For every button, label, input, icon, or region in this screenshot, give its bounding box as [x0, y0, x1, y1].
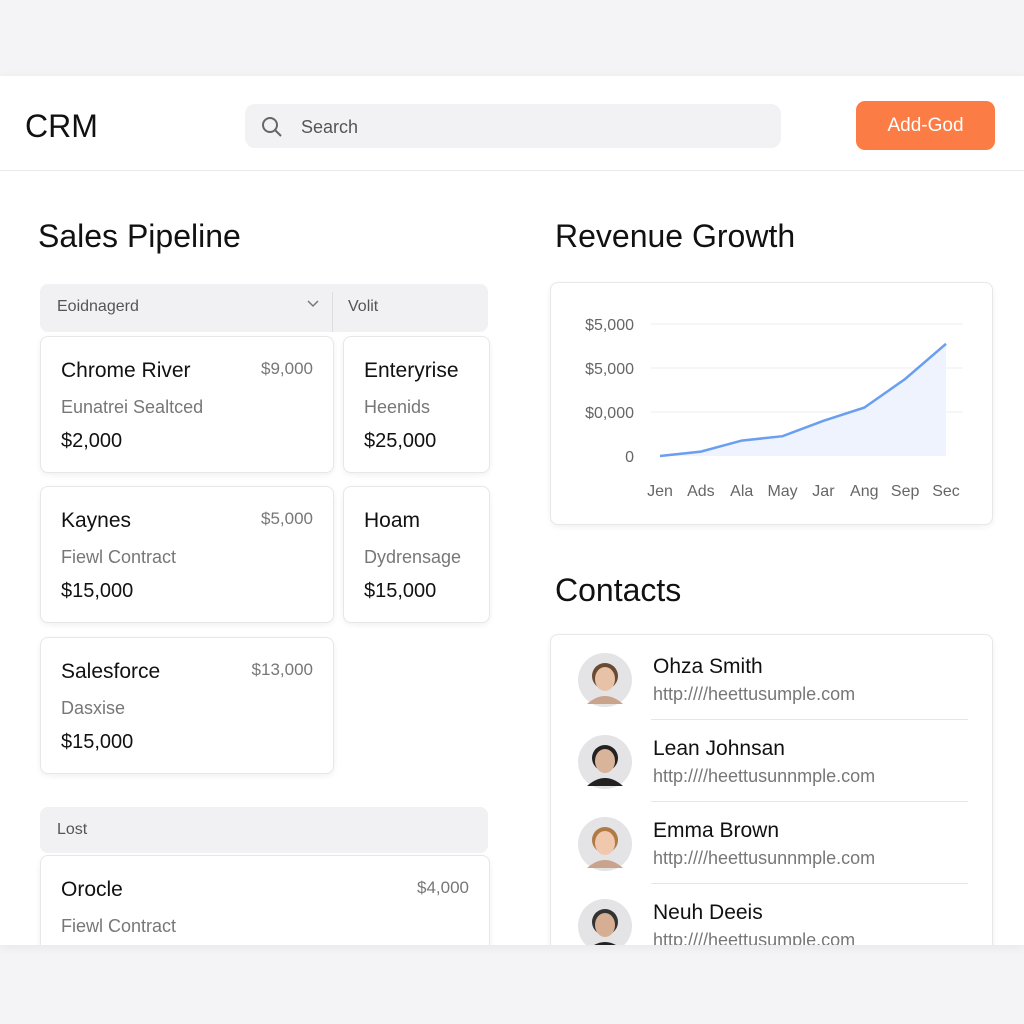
deal-type: Dasxise [61, 698, 126, 718]
deal-type: Fiewl Contract [61, 916, 177, 936]
deal-type: Dydrensage [364, 547, 462, 567]
contact-row[interactable]: Emma Brown http:////heettusunnmple.com [551, 816, 992, 898]
contact-url: http:////heettusunnmple.com [653, 848, 876, 868]
search-icon [262, 117, 282, 137]
section-title: Sales Pipeline [38, 218, 241, 254]
x-tick-label: Jar [812, 483, 835, 500]
divider [332, 292, 333, 332]
x-tick-label: Ads [687, 483, 715, 500]
header-divider [0, 170, 1024, 171]
avatar [578, 735, 632, 789]
x-tick-label: Sec [932, 483, 960, 500]
contacts-card: Ohza Smith http:////heettusumple.com Lean … [550, 634, 993, 945]
pipeline-header: Eoidnagerd Volit [40, 284, 488, 332]
contact-url: http:////heettusunnmple.com [653, 766, 876, 786]
y-tick-label: $5,000 [585, 361, 634, 378]
avatar [578, 653, 632, 707]
y-tick-label: $5,000 [585, 317, 634, 334]
y-tick-label: 0 [625, 449, 634, 466]
app: CRM Search Add-God Sales Pipeline Eoidna… [0, 76, 1024, 945]
deal-name: Hoam [364, 509, 421, 532]
section-title: Revenue Growth [555, 218, 796, 254]
line [659, 342, 947, 458]
deal-amount: $13,000 [251, 660, 313, 679]
divider [651, 719, 968, 720]
deal-amount: $5,000 [261, 509, 313, 528]
column-label: Volit [348, 298, 379, 315]
x-tick-label: Ala [730, 483, 753, 500]
lost-label: Lost [57, 821, 88, 838]
deal-card[interactable]: Salesforce $13,000 Dasxise $15,000 [40, 637, 334, 774]
chart: 0 $0,000 $5,000 $5,000 Jen Ads Ala May Jar Ang Sep… [585, 317, 963, 500]
search-placeholder: Search [301, 117, 359, 137]
deal-amount: $4,000 [417, 878, 469, 897]
divider [651, 883, 968, 884]
section-title: Contacts [555, 572, 682, 608]
contact-url: http:////heettusumple.com [653, 930, 856, 945]
deal-card[interactable]: Chrome River $9,000 Eunatrei Sealtced $2,00… [40, 336, 334, 473]
x-tick-label: Sep [891, 483, 920, 500]
filter-label[interactable]: Eoidnagerd [57, 298, 139, 315]
chevron [307, 300, 319, 308]
deal-card[interactable]: Orocle $4,000 Fiewl Contract [40, 855, 490, 945]
contact-name: Emma Brown [653, 819, 780, 842]
contact-row[interactable]: Ohza Smith http:////heettusumple.com [551, 652, 992, 734]
search-bar[interactable]: Search [245, 104, 781, 148]
avatar [578, 817, 632, 871]
contact-name: Neuh Deeis [653, 901, 763, 924]
deal-name: Orocle [61, 878, 123, 901]
deal-value: $15,000 [61, 580, 134, 602]
deal-name: Salesforce [61, 660, 161, 683]
area [660, 343, 946, 456]
deal-type: Eunatrei Sealtced [61, 397, 204, 417]
deal-card[interactable]: Kaynes $5,000 Fiewl Contract $15,000 [40, 486, 334, 623]
contact-name: Lean Johnsan [653, 737, 785, 760]
deal-value: $2,000 [61, 430, 123, 452]
app-title: CRM [25, 108, 98, 144]
add-button[interactable]: Add-God [856, 101, 995, 150]
deal-card[interactable]: Enteryrise Heenids $25,000 [343, 336, 490, 473]
deal-name: Enteryrise [364, 359, 459, 382]
deal-card[interactable]: Hoam Dydrensage $15,000 [343, 486, 490, 623]
x-tick-label: Ang [850, 483, 878, 500]
deal-value: $15,000 [61, 731, 134, 753]
chart-card: 0 $0,000 $5,000 $5,000 Jen Ads Ala May Jar Ang Sep… [550, 282, 993, 525]
x-tick-label: May [767, 483, 797, 500]
deal-type: Heenids [364, 397, 431, 417]
contact-row[interactable]: Lean Johnsan http:////heettusunnmple.com [551, 734, 992, 816]
x-tick-label: Jen [647, 483, 673, 500]
contact-name: Ohza Smith [653, 655, 763, 678]
deal-type: Fiewl Contract [61, 547, 177, 567]
deal-value: $25,000 [364, 430, 437, 452]
deal-name: Kaynes [61, 509, 132, 532]
avatar [578, 899, 632, 945]
contact-url: http:////heettusumple.com [653, 684, 856, 704]
deal-amount: $9,000 [261, 359, 313, 378]
lost-header: Lost [40, 807, 488, 853]
deal-value: $15,000 [364, 580, 437, 602]
divider [651, 801, 968, 802]
y-tick-label: $0,000 [585, 405, 634, 422]
contact-row[interactable]: Neuh Deeis http:////heettusumple.com [551, 898, 992, 945]
deal-name: Chrome River [61, 359, 191, 382]
